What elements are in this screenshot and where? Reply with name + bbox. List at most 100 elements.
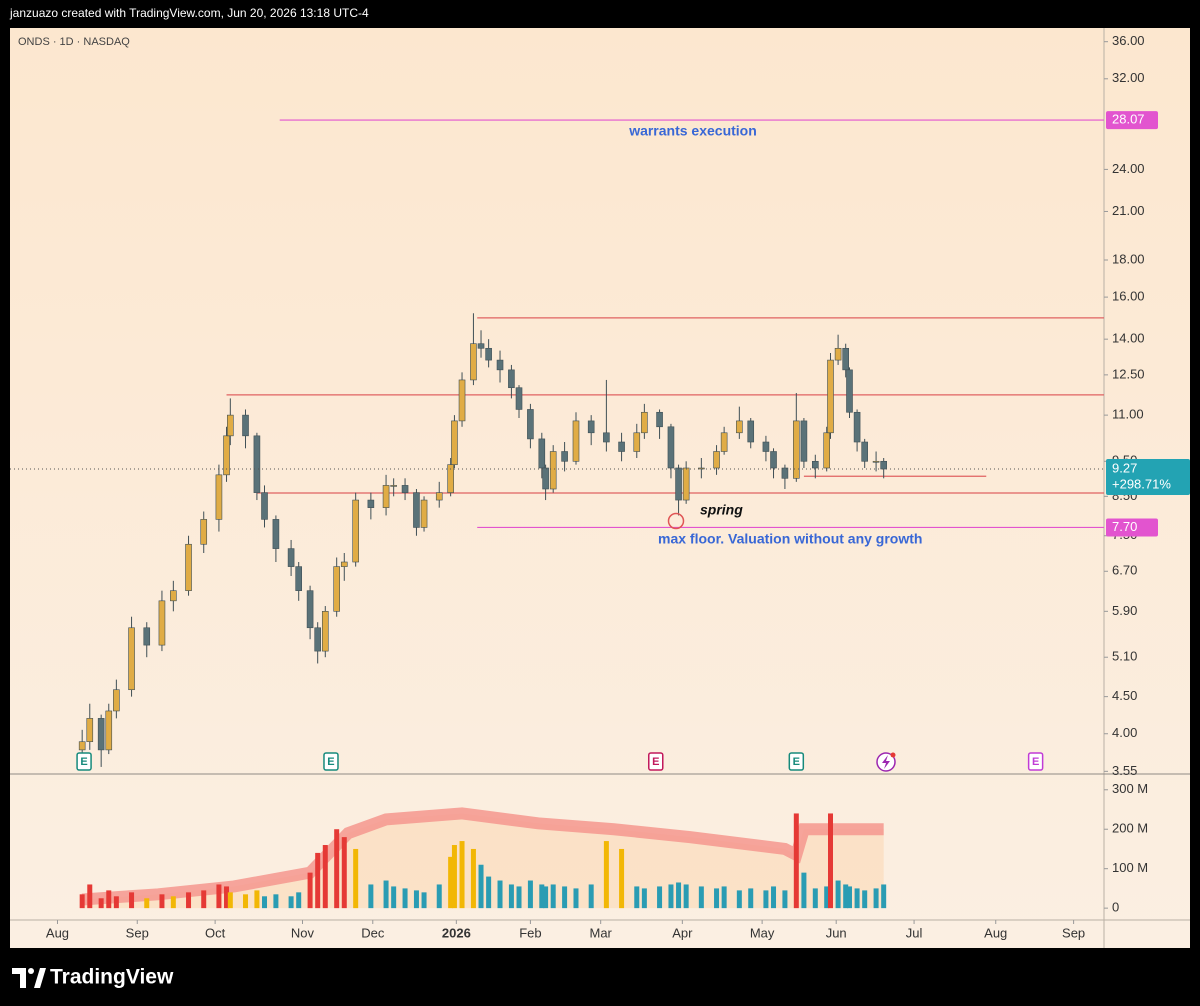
candle-body bbox=[561, 451, 568, 462]
volume-bar bbox=[186, 892, 192, 909]
x-tick-label: Dec bbox=[361, 925, 385, 940]
candle-body bbox=[143, 627, 151, 646]
volume-bar bbox=[539, 884, 545, 909]
earnings-label: E bbox=[327, 756, 334, 768]
x-tick-label: Feb bbox=[519, 925, 541, 940]
candle-body bbox=[656, 411, 663, 428]
volume-bar bbox=[843, 884, 849, 909]
x-tick-label: Mar bbox=[589, 925, 612, 940]
volume-bar bbox=[562, 886, 568, 909]
volume-bar bbox=[657, 886, 663, 909]
volume-bar bbox=[683, 884, 689, 909]
candle-body bbox=[314, 627, 321, 652]
candle-body bbox=[793, 420, 800, 479]
volume-bar bbox=[497, 880, 503, 909]
volume-bar bbox=[698, 886, 704, 909]
volume-bar bbox=[854, 888, 860, 909]
volume-bar bbox=[254, 890, 260, 909]
volume-tick-label: 100 M bbox=[1112, 860, 1148, 875]
candle-body bbox=[485, 347, 492, 361]
candle-body bbox=[447, 464, 454, 493]
candle-body bbox=[800, 420, 808, 462]
y-tick-label: 5.90 bbox=[1112, 603, 1137, 618]
volume-bar bbox=[782, 890, 788, 909]
volume-bar bbox=[714, 888, 720, 909]
volume-bar bbox=[201, 890, 207, 909]
volume-bar bbox=[516, 886, 522, 909]
volume-bar bbox=[227, 892, 233, 909]
candle-body bbox=[253, 435, 261, 493]
earnings-icon bbox=[1027, 752, 1044, 771]
candle-body bbox=[200, 519, 208, 545]
candle-body bbox=[515, 387, 523, 410]
candle-body bbox=[698, 467, 705, 470]
volume-bar bbox=[619, 848, 625, 909]
x-tick-label: Sep bbox=[126, 925, 149, 940]
candle-body bbox=[720, 432, 728, 452]
volume-bar bbox=[383, 880, 389, 909]
volume-bar bbox=[79, 894, 85, 909]
volume-bar bbox=[353, 848, 359, 909]
volume-bar bbox=[262, 896, 268, 909]
y-tick-label: 21.00 bbox=[1112, 203, 1145, 218]
candle-body bbox=[470, 343, 477, 381]
candle-body bbox=[842, 347, 849, 371]
y-tick-label: 3.55 bbox=[1112, 763, 1137, 778]
volume-bar bbox=[812, 888, 818, 909]
volume-bar bbox=[322, 845, 328, 909]
volume-bar bbox=[486, 876, 492, 909]
volume-bar bbox=[307, 872, 313, 909]
dividend-icon bbox=[876, 752, 896, 772]
volume-tick-label: 300 M bbox=[1112, 781, 1148, 796]
candle-body bbox=[321, 611, 329, 652]
level-label-box bbox=[1106, 518, 1158, 537]
y-tick-label: 4.00 bbox=[1112, 725, 1137, 740]
volume-bar bbox=[288, 896, 294, 909]
candle-body bbox=[352, 499, 359, 563]
candle-body bbox=[770, 451, 777, 469]
volume-bar bbox=[835, 880, 841, 909]
candle-body bbox=[667, 426, 675, 469]
spring-marker bbox=[667, 512, 685, 530]
volume-bar bbox=[113, 896, 119, 909]
candle-body bbox=[823, 432, 831, 469]
last-price: 9.27 bbox=[1112, 460, 1137, 475]
candle-body bbox=[641, 411, 648, 434]
level-label: 28.07 bbox=[1112, 112, 1145, 127]
volume-bar bbox=[459, 841, 465, 909]
candle-body bbox=[113, 689, 120, 712]
x-tick-label: Apr bbox=[672, 925, 693, 940]
annotation: warrants execution bbox=[628, 123, 757, 139]
volume-bar bbox=[341, 837, 347, 909]
candle-body bbox=[105, 710, 113, 751]
candle-body bbox=[306, 590, 314, 629]
candle-body bbox=[170, 590, 177, 602]
annotation: spring bbox=[700, 502, 743, 518]
candle-body bbox=[295, 566, 302, 591]
candle-body bbox=[633, 432, 641, 452]
candle-body bbox=[128, 627, 135, 691]
volume-bar bbox=[508, 884, 514, 909]
candle-body bbox=[812, 460, 819, 469]
candle-body bbox=[834, 347, 842, 361]
x-tick-label: Oct bbox=[205, 925, 226, 940]
candle-body bbox=[340, 561, 348, 567]
volume-bar bbox=[98, 898, 104, 909]
candle-body bbox=[413, 492, 420, 528]
volume-bar bbox=[296, 892, 302, 909]
y-tick-label: 5.10 bbox=[1112, 649, 1137, 664]
y-tick-label: 11.00 bbox=[1112, 407, 1144, 422]
candle-body bbox=[367, 499, 375, 508]
x-tick-label: 2026 bbox=[442, 925, 471, 940]
y-tick-label: 4.50 bbox=[1112, 688, 1137, 703]
volume-bar bbox=[334, 829, 340, 909]
candle-body bbox=[390, 485, 397, 487]
candle-body bbox=[451, 420, 458, 465]
volume-bar bbox=[448, 856, 454, 909]
volume-bar bbox=[470, 848, 476, 909]
candle-body bbox=[496, 359, 504, 371]
volume-bar bbox=[550, 884, 556, 909]
attribution: janzuazo created with TradingView.com, J… bbox=[9, 6, 369, 20]
